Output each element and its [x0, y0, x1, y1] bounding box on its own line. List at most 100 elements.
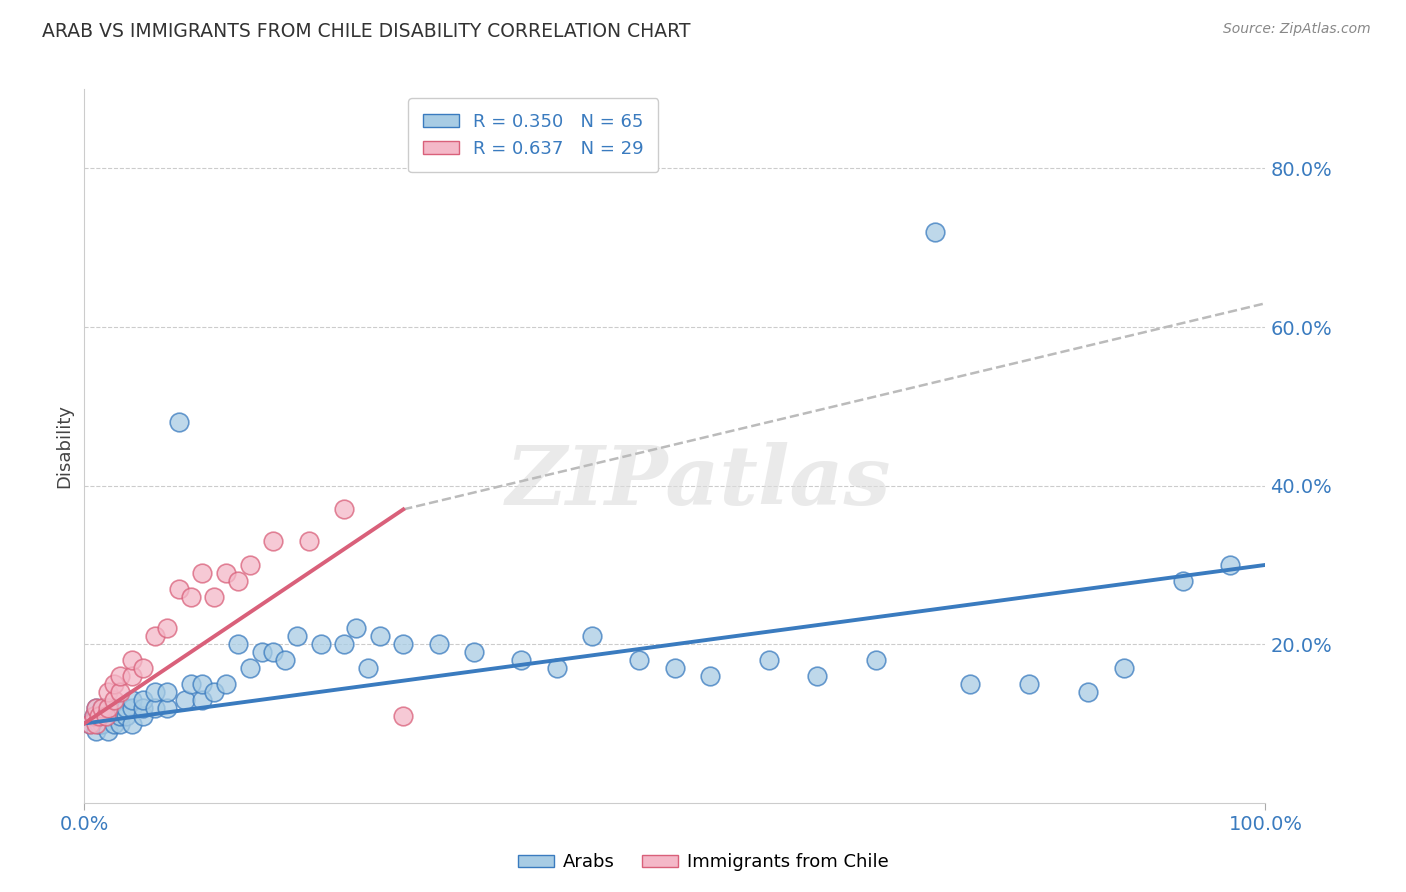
Point — [1171, 574, 1194, 588]
Point — [239, 661, 262, 675]
Point — [463, 645, 485, 659]
Point — [628, 653, 651, 667]
Point — [333, 502, 356, 516]
Point — [298, 534, 321, 549]
Point — [285, 629, 308, 643]
Point — [156, 700, 179, 714]
Point — [108, 669, 131, 683]
Point — [202, 685, 225, 699]
Point — [143, 629, 166, 643]
Point — [121, 669, 143, 683]
Point — [1112, 661, 1135, 675]
Point — [865, 653, 887, 667]
Point — [1018, 677, 1040, 691]
Text: Source: ZipAtlas.com: Source: ZipAtlas.com — [1223, 22, 1371, 37]
Point — [97, 700, 120, 714]
Point — [91, 700, 114, 714]
Point — [103, 692, 125, 706]
Point — [167, 582, 190, 596]
Point — [97, 700, 120, 714]
Point — [132, 661, 155, 675]
Point — [392, 708, 415, 723]
Point — [191, 566, 214, 580]
Point — [87, 708, 110, 723]
Point — [94, 708, 117, 723]
Point — [84, 716, 107, 731]
Text: ARAB VS IMMIGRANTS FROM CHILE DISABILITY CORRELATION CHART: ARAB VS IMMIGRANTS FROM CHILE DISABILITY… — [42, 22, 690, 41]
Legend: R = 0.350   N = 65, R = 0.637   N = 29: R = 0.350 N = 65, R = 0.637 N = 29 — [408, 98, 658, 172]
Point — [103, 677, 125, 691]
Point — [173, 692, 195, 706]
Point — [114, 708, 136, 723]
Point — [191, 677, 214, 691]
Point — [132, 700, 155, 714]
Point — [924, 225, 946, 239]
Point — [84, 700, 107, 714]
Point — [664, 661, 686, 675]
Point — [180, 677, 202, 691]
Point — [108, 708, 131, 723]
Point — [510, 653, 533, 667]
Point — [97, 708, 120, 723]
Point — [191, 692, 214, 706]
Point — [262, 645, 284, 659]
Point — [309, 637, 332, 651]
Point — [108, 685, 131, 699]
Point — [84, 724, 107, 739]
Y-axis label: Disability: Disability — [55, 404, 73, 488]
Point — [215, 677, 238, 691]
Point — [143, 685, 166, 699]
Point — [132, 708, 155, 723]
Point — [959, 677, 981, 691]
Point — [427, 637, 450, 651]
Point — [83, 708, 105, 723]
Point — [103, 716, 125, 731]
Point — [392, 637, 415, 651]
Point — [132, 692, 155, 706]
Point — [546, 661, 568, 675]
Point — [121, 653, 143, 667]
Point — [250, 645, 273, 659]
Point — [239, 558, 262, 572]
Point — [143, 700, 166, 714]
Point — [79, 716, 101, 731]
Point — [108, 716, 131, 731]
Point — [215, 566, 238, 580]
Point — [103, 700, 125, 714]
Point — [357, 661, 380, 675]
Point — [121, 716, 143, 731]
Legend: Arabs, Immigrants from Chile: Arabs, Immigrants from Chile — [510, 847, 896, 879]
Point — [1077, 685, 1099, 699]
Point — [94, 708, 117, 723]
Point — [97, 685, 120, 699]
Point — [344, 621, 367, 635]
Point — [121, 700, 143, 714]
Point — [83, 708, 105, 723]
Point — [274, 653, 297, 667]
Point — [226, 637, 249, 651]
Point — [79, 716, 101, 731]
Point — [121, 692, 143, 706]
Point — [758, 653, 780, 667]
Point — [91, 700, 114, 714]
Point — [156, 685, 179, 699]
Point — [156, 621, 179, 635]
Point — [699, 669, 721, 683]
Text: ZIPatlas: ZIPatlas — [506, 442, 891, 522]
Point — [581, 629, 603, 643]
Point — [333, 637, 356, 651]
Point — [114, 700, 136, 714]
Point — [202, 590, 225, 604]
Point — [84, 700, 107, 714]
Point — [226, 574, 249, 588]
Point — [368, 629, 391, 643]
Point — [84, 708, 107, 723]
Point — [806, 669, 828, 683]
Point — [180, 590, 202, 604]
Point — [97, 724, 120, 739]
Point — [167, 415, 190, 429]
Point — [1219, 558, 1241, 572]
Point — [91, 716, 114, 731]
Point — [87, 716, 110, 731]
Point — [262, 534, 284, 549]
